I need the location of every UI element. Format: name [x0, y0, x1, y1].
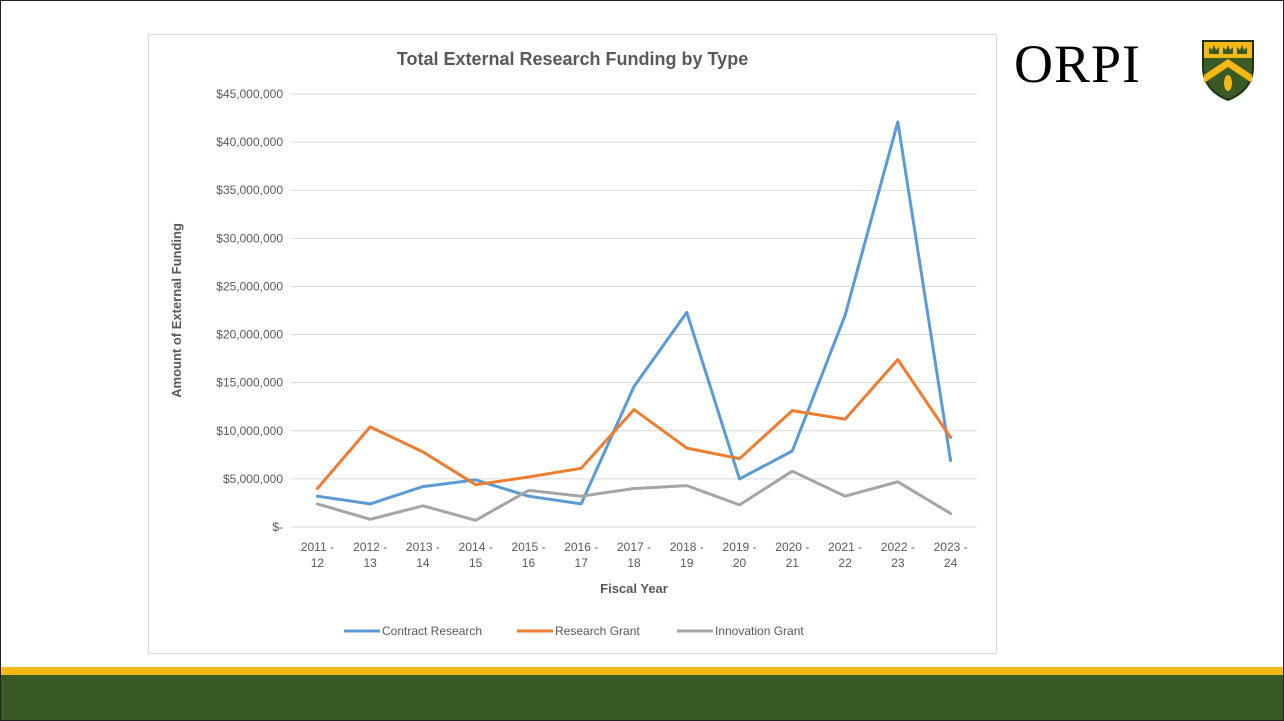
footer-green-band: [1, 675, 1283, 720]
x-tick-label: 16: [522, 556, 536, 570]
x-tick-label: 2023 -: [934, 540, 968, 554]
y-tick-label: $-: [272, 520, 283, 534]
x-tick-label: 2020 -: [775, 540, 809, 554]
crest-shield-icon: [1202, 40, 1254, 101]
x-axis-title: Fiscal Year: [600, 581, 668, 596]
x-tick-label: 2017 -: [617, 540, 651, 554]
y-tick-label: $40,000,000: [216, 135, 283, 149]
x-tick-label: 2013 -: [406, 540, 440, 554]
y-axis-title: Amount of External Funding: [169, 223, 184, 398]
x-tick-label: 2021 -: [828, 540, 862, 554]
chart-title: Total External Research Funding by Type: [396, 49, 749, 69]
x-tick-label: 19: [680, 556, 694, 570]
chart-area: Total External Research Funding by Type …: [148, 34, 997, 654]
series-line: [315, 120, 953, 506]
footer-gold-stripe: [1, 667, 1283, 675]
x-tick-label: 2011 -: [301, 540, 334, 554]
y-tick-label: $45,000,000: [216, 87, 283, 101]
legend-label: Contract Research: [382, 624, 482, 638]
x-tick-label: 20: [733, 556, 747, 570]
y-tick-label: $15,000,000: [216, 376, 283, 390]
x-tick-label: 21: [786, 556, 800, 570]
x-tick-label: 2016 -: [564, 540, 598, 554]
x-tick-label: 15: [469, 556, 483, 570]
series-line: [315, 469, 953, 522]
y-tick-label: $35,000,000: [216, 183, 283, 197]
x-tick-label: 24: [944, 556, 958, 570]
x-tick-label: 2015 -: [511, 540, 545, 554]
x-tick-label: 12: [311, 556, 325, 570]
x-tick-label: 13: [363, 556, 377, 570]
y-tick-label: $20,000,000: [216, 328, 283, 342]
legend-label: Research Grant: [555, 624, 640, 638]
y-tick-label: $5,000,000: [223, 472, 283, 486]
x-tick-label: 2022 -: [881, 540, 915, 554]
series-line: [315, 358, 953, 490]
y-tick-label: $30,000,000: [216, 231, 283, 245]
legend-label: Innovation Grant: [715, 624, 804, 638]
x-tick-label: 18: [627, 556, 641, 570]
x-tick-label: 2012 -: [353, 540, 387, 554]
line-chart: $- $5,000,000 $10,000,000 $15,000,000 $20,00…: [169, 87, 977, 638]
x-tick-label: 17: [575, 556, 589, 570]
x-tick-label: 2018 -: [670, 540, 704, 554]
x-tick-label: 22: [838, 556, 852, 570]
x-tick-label: 2019 -: [723, 540, 757, 554]
x-tick-label: 23: [891, 556, 905, 570]
orpi-logo-text: ORPI: [1014, 34, 1142, 94]
x-tick-label: 14: [416, 556, 430, 570]
x-tick-label: 2014 -: [459, 540, 493, 554]
y-tick-label: $25,000,000: [216, 279, 283, 293]
y-tick-label: $10,000,000: [216, 424, 283, 438]
